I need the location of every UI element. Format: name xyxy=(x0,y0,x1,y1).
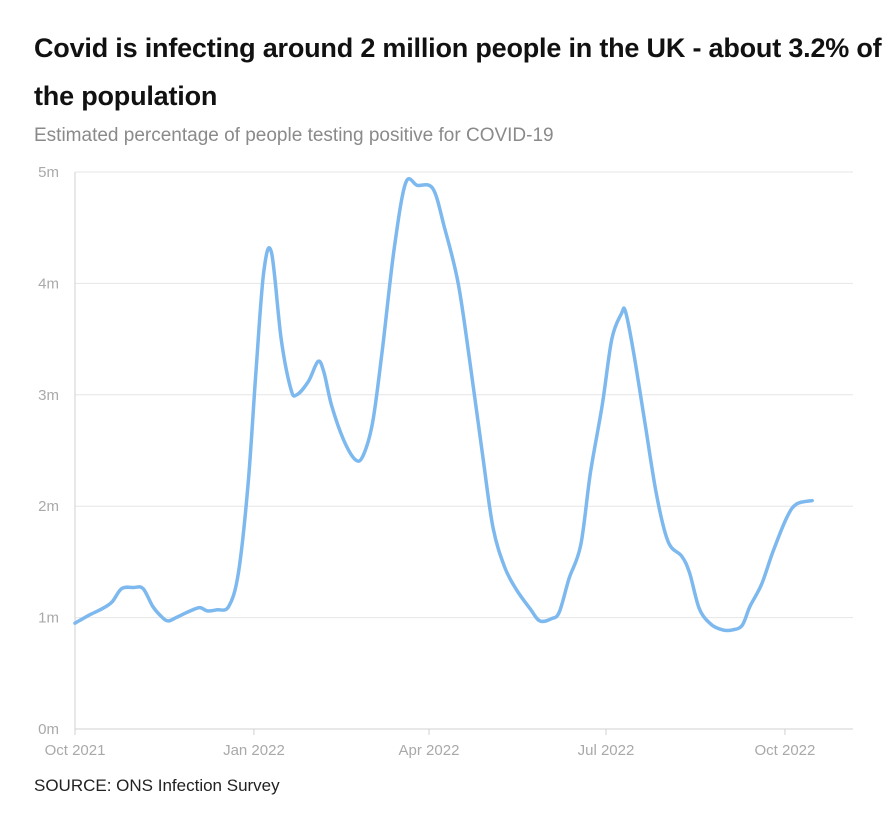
y-tick-label: 4m xyxy=(38,275,59,292)
y-tick-label: 0m xyxy=(38,721,59,738)
y-tick-label: 1m xyxy=(38,610,59,627)
y-tick-label: 3m xyxy=(38,387,59,404)
chart-title: Covid is infecting around 2 million peop… xyxy=(34,33,882,111)
line-chart: 0m 1m 2m 3m 4m 5m Oct 2021 Jan 2022 Apr 2022 Jul… xyxy=(38,164,853,759)
x-tick-label: Oct 2021 xyxy=(45,742,106,759)
y-tick-label: 5m xyxy=(38,164,59,181)
x-tick-label: Oct 2022 xyxy=(754,742,815,759)
x-axis-labels: Oct 2021 Jan 2022 Apr 2022 Jul 2022 Oct 2022 xyxy=(45,742,816,759)
series-line xyxy=(73,177,814,633)
x-tick-label: Jan 2022 xyxy=(223,742,285,759)
grid-lines xyxy=(75,171,853,730)
x-tick-label: Jul 2022 xyxy=(578,742,635,759)
y-axis-labels: 0m 1m 2m 3m 4m 5m xyxy=(38,164,59,738)
x-axis-ticks xyxy=(74,729,786,735)
x-tick-label: Apr 2022 xyxy=(399,742,460,759)
y-tick-label: 2m xyxy=(38,498,59,515)
chart-subtitle: Estimated percentage of people testing p… xyxy=(34,125,554,146)
source-note: SOURCE: ONS Infection Survey xyxy=(34,776,280,795)
